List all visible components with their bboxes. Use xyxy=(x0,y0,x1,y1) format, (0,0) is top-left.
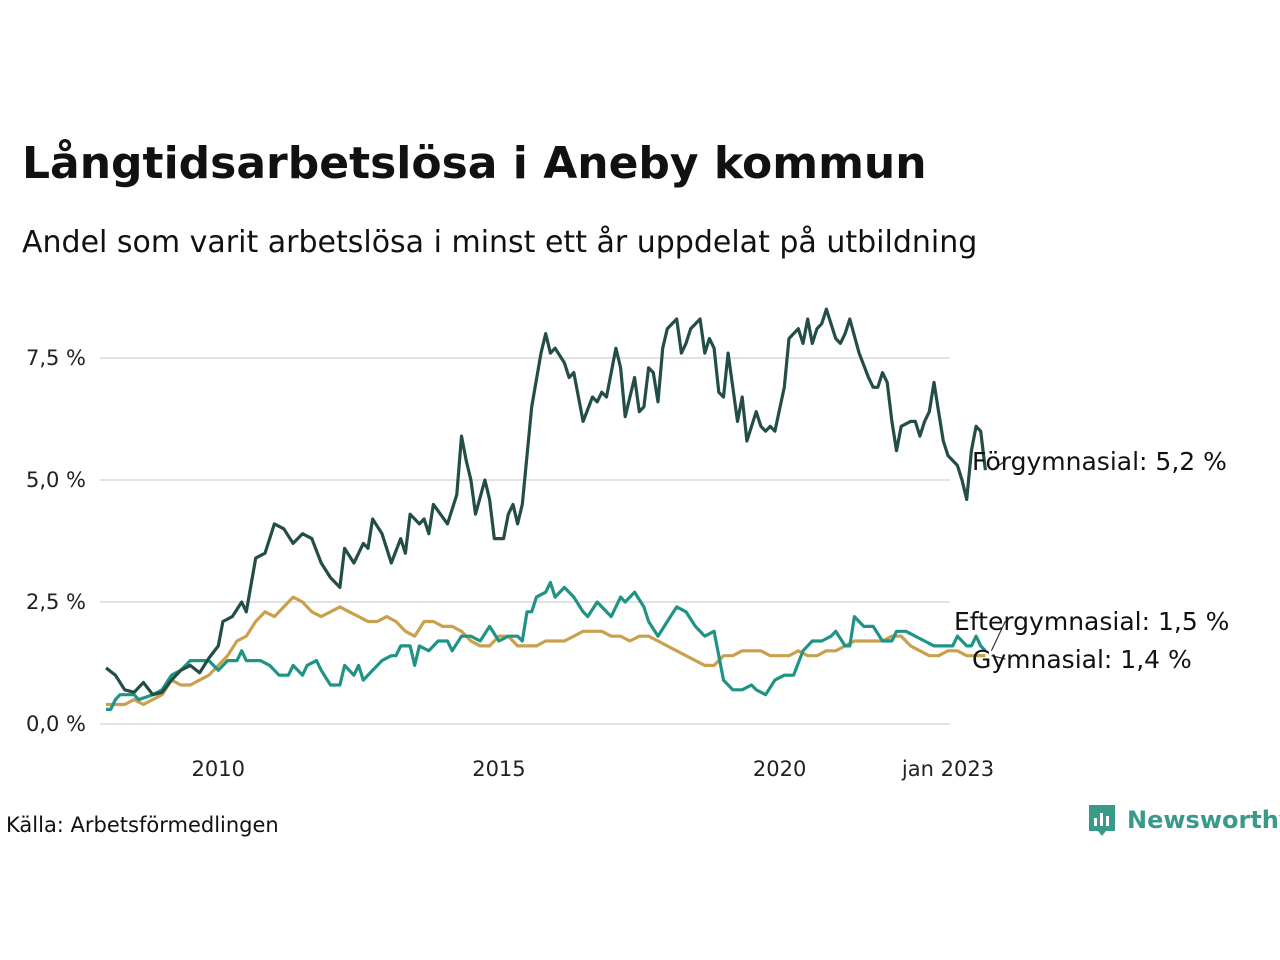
series-label-gymnasial: Gymnasial: 1,4 % xyxy=(972,645,1192,674)
y-tick-label: 0,0 % xyxy=(26,712,86,736)
brand-name: Newsworthy xyxy=(1127,806,1280,834)
x-tick-label: 2020 xyxy=(753,757,806,781)
x-tick-label: 2010 xyxy=(192,757,245,781)
series-line-förgymnasial xyxy=(105,307,987,697)
series-label-eftergymnasial: Eftergymnasial: 1,5 % xyxy=(954,607,1229,636)
y-tick-label: 7,5 % xyxy=(26,346,86,370)
series-end-labels: Förgymnasial: 5,2 % Eftergymnasial: 1,5 %… xyxy=(954,447,1229,674)
brand-logo: Newsworthy xyxy=(1089,805,1280,836)
gridlines xyxy=(100,357,950,725)
x-tick-label: jan 2023 xyxy=(901,757,994,781)
series-line-gymnasial xyxy=(106,595,986,707)
label-leader-line xyxy=(990,620,1006,652)
label-leader-line xyxy=(991,655,1006,660)
x-tick-label: 2015 xyxy=(472,757,525,781)
x-axis-ticks: 2010 2015 2020 jan 2023 xyxy=(192,757,995,781)
y-tick-label: 5,0 % xyxy=(26,468,86,492)
series-lines xyxy=(105,307,987,711)
bar-chart-speech-bubble-icon xyxy=(1089,805,1115,836)
chart-subtitle: Andel som varit arbetslösa i minst ett å… xyxy=(22,225,977,260)
series-line-eftergymnasial xyxy=(106,580,987,711)
label-leader-line xyxy=(991,460,1006,471)
chart-title: Långtidsarbetslösa i Aneby kommun xyxy=(22,138,927,189)
source-note: Källa: Arbetsförmedlingen xyxy=(6,813,279,837)
series-label-förgymnasial: Förgymnasial: 5,2 % xyxy=(972,447,1227,476)
y-axis-ticks: 0,0 % 2,5 % 5,0 % 7,5 % xyxy=(26,346,86,736)
y-tick-label: 2,5 % xyxy=(26,590,86,614)
